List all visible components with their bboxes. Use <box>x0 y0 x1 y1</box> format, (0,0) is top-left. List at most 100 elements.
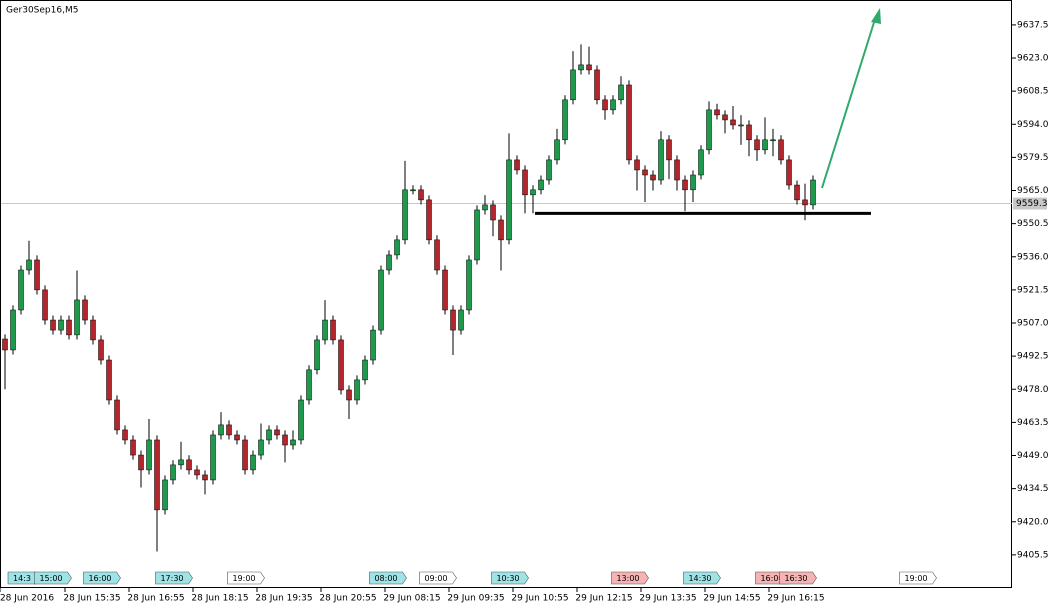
candle-body <box>130 439 136 456</box>
candle-body <box>602 99 608 111</box>
event-box <box>155 571 193 585</box>
y-tick-label: 9637.5 <box>1017 20 1049 30</box>
event-label: 14:30 <box>688 574 711 583</box>
event-box <box>899 571 937 585</box>
event-box <box>369 571 407 585</box>
event-marker: 17:30 <box>155 571 193 585</box>
candle-body <box>690 174 696 191</box>
candle-body <box>514 159 520 171</box>
y-tick-label: 9405.5 <box>1017 550 1049 560</box>
candle-body <box>578 64 584 71</box>
event-label: 15:00 <box>39 574 62 583</box>
candle-body <box>762 139 768 151</box>
candle-body <box>354 379 360 401</box>
candle-body <box>346 389 352 401</box>
plot <box>1 44 1012 552</box>
candle-body <box>90 319 96 341</box>
x-tick-label: 28 Jun 18:15 <box>191 594 248 604</box>
x-tick-label: 29 Jun 08:15 <box>383 594 440 604</box>
candle-body <box>810 179 816 206</box>
candle-body <box>482 204 488 211</box>
candle-body <box>458 309 464 331</box>
plot-frame <box>0 0 1012 588</box>
candle-body <box>162 479 168 511</box>
candle-body <box>706 109 712 151</box>
candle-body <box>642 169 648 176</box>
event-box <box>419 571 457 585</box>
event-box <box>779 571 817 585</box>
candle-body <box>394 239 400 256</box>
candle-body <box>618 84 624 101</box>
candle-body <box>754 139 760 151</box>
candle-body <box>522 169 528 196</box>
candle-body <box>418 189 424 201</box>
candle-body <box>450 309 456 331</box>
candle-body <box>2 338 8 351</box>
event-marker: 09:00 <box>419 571 457 585</box>
candle-body <box>218 424 224 436</box>
candle-body <box>714 109 720 116</box>
y-tick-label: 9594.0 <box>1017 120 1049 130</box>
candle-body <box>42 289 48 321</box>
candle-body <box>410 189 416 192</box>
event-marker: 16:30 <box>779 571 817 585</box>
candle-body <box>442 269 448 311</box>
event-marker: 13:00 <box>611 571 649 585</box>
x-tick-label: 28 Jun 16:55 <box>127 594 184 604</box>
y-tick-label: 9550.5 <box>1017 219 1049 229</box>
candle-body <box>242 439 248 471</box>
y-tick-label: 9579.5 <box>1017 153 1049 163</box>
chart-title: Ger30Sep16,M5 <box>6 6 78 16</box>
event-box <box>227 571 265 585</box>
candle-body <box>610 99 616 111</box>
candle-body <box>98 339 104 361</box>
candle-body <box>738 124 744 127</box>
candle-body <box>282 434 288 446</box>
y-tick-label: 9565.0 <box>1017 186 1049 196</box>
candle-body <box>226 424 232 436</box>
candle-body <box>66 319 72 336</box>
candle-body <box>378 269 384 331</box>
y-tick-label: 9420.0 <box>1017 517 1049 527</box>
candle-body <box>106 359 112 401</box>
event-label: 08:00 <box>374 574 397 583</box>
arrow-line <box>821 15 877 189</box>
price-label: 9559.3 <box>1016 199 1048 209</box>
candle-body <box>474 209 480 261</box>
candle-body <box>786 159 792 186</box>
candle-body <box>730 119 736 126</box>
candle-body <box>666 139 672 161</box>
candle-body <box>546 159 552 181</box>
candle-body <box>674 159 680 181</box>
candle-body <box>362 359 368 381</box>
event-label: 10:30 <box>496 574 519 583</box>
candle-body <box>50 319 56 331</box>
event-box <box>683 571 721 585</box>
candle-body <box>626 84 632 161</box>
event-label: 17:30 <box>160 574 183 583</box>
x-tick-label: 28 Jun 19:35 <box>255 594 312 604</box>
candle-body <box>586 64 592 71</box>
x-tick-label: 28 Jun 2016 <box>0 594 54 604</box>
candle-body <box>778 139 784 161</box>
candle-body <box>538 179 544 191</box>
candle-body <box>154 439 160 511</box>
candle-body <box>634 159 640 171</box>
candle-body <box>314 339 320 371</box>
candle-body <box>794 184 800 201</box>
candle-body <box>802 199 808 206</box>
x-tick-label: 29 Jun 14:55 <box>703 594 760 604</box>
candle-body <box>650 174 656 181</box>
candle-body <box>498 219 504 241</box>
x-tick-label: 29 Jun 13:35 <box>639 594 696 604</box>
event-box <box>491 571 529 585</box>
event-marker: 19:00 <box>227 571 265 585</box>
candle-body <box>570 69 576 101</box>
candle-body <box>682 179 688 191</box>
candle-body <box>170 464 176 481</box>
candle-body <box>722 114 728 121</box>
candle-body <box>202 474 208 481</box>
candle-body <box>554 139 560 161</box>
candle-body <box>490 204 496 221</box>
candle-body <box>26 259 32 271</box>
